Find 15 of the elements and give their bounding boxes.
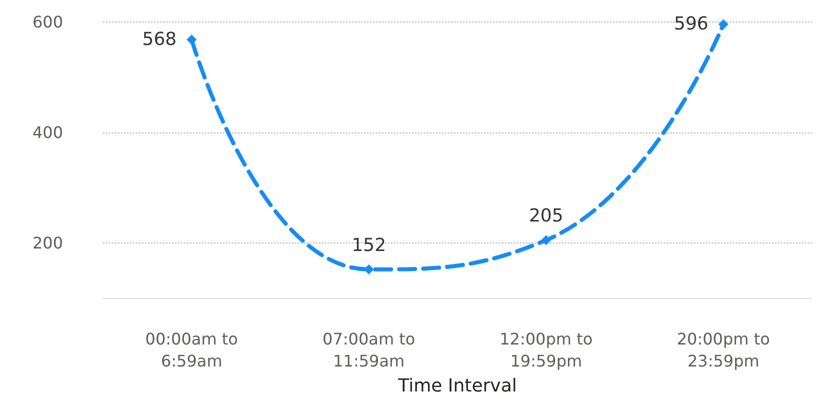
x-tick-label: 07:00am to 11:59am (322, 330, 416, 371)
point (186, 34, 197, 45)
x-tick-label: 20:00pm to 23:59pm (676, 330, 770, 371)
point (541, 235, 552, 246)
x-tick-label: 12:00pm to 19:59pm (500, 330, 593, 371)
data-label: 596 (674, 14, 708, 35)
y-tick-label: 400 (32, 122, 63, 142)
data-label: 205 (528, 206, 564, 227)
y-tick-label: 600 (32, 12, 63, 32)
data-label: 568 (142, 29, 177, 50)
x-tick-label: 00:00am to 6:59am (145, 330, 238, 371)
data-label: 152 (352, 234, 386, 256)
x-axis-title: Time Interval (397, 376, 517, 396)
y-tick-label: 200 (32, 233, 63, 252)
point (718, 19, 728, 30)
